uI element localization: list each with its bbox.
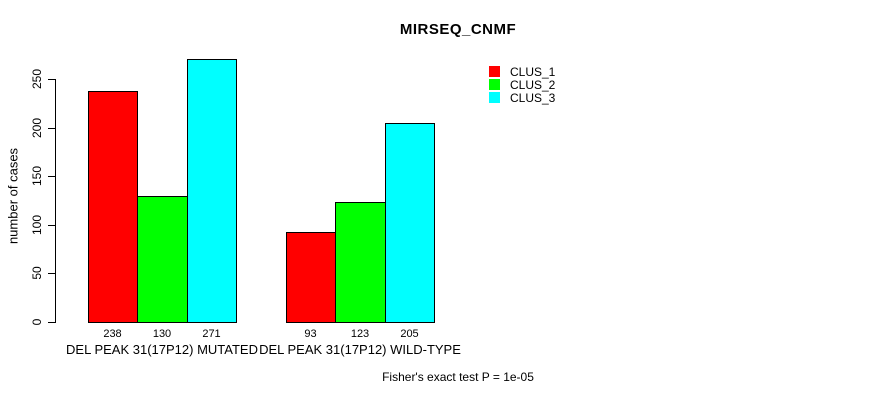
bar-clus_3-group2 — [385, 123, 435, 323]
category-label: DEL PEAK 31(17P12) MUTATED — [66, 342, 258, 357]
bar-clus_1-group1 — [88, 91, 138, 323]
y-tick-mark — [48, 176, 55, 177]
y-tick-label: 250 — [30, 68, 44, 90]
bar-value-label: 123 — [350, 328, 370, 340]
legend-swatch-icon — [489, 79, 500, 90]
legend-label: CLUS_2 — [510, 77, 556, 92]
chart-title: MIRSEQ_CNMF — [399, 21, 517, 38]
bar-value-label: 271 — [202, 328, 221, 340]
bar-clus_2-group2 — [335, 202, 386, 323]
legend-item-clus_1: CLUS_1 — [489, 64, 556, 79]
y-tick-mark — [48, 322, 55, 323]
legend-swatch-icon — [489, 92, 500, 103]
bar-value-label: 205 — [400, 328, 419, 340]
bar-value-label: 130 — [152, 328, 172, 340]
legend-item-clus_2: CLUS_2 — [489, 77, 556, 92]
y-axis-label: number of cases — [5, 147, 21, 245]
y-tick-mark — [48, 225, 55, 226]
y-tick-label: 50 — [30, 266, 44, 280]
y-tick-label: 0 — [30, 318, 44, 326]
bar-clus_1-group2 — [286, 232, 336, 323]
bar-clus_2-group1 — [137, 196, 188, 323]
y-tick-label: 100 — [30, 214, 44, 236]
y-axis-line — [55, 79, 56, 323]
legend-label: CLUS_3 — [510, 90, 556, 105]
legend-label: CLUS_1 — [510, 64, 556, 79]
bar-value-label: 238 — [103, 328, 122, 340]
bar-clus_3-group1 — [187, 59, 237, 323]
y-tick-mark — [48, 79, 55, 80]
y-tick-label: 200 — [30, 117, 44, 139]
category-label: DEL PEAK 31(17P12) WILD-TYPE — [259, 342, 461, 357]
y-tick-mark — [48, 273, 55, 274]
legend-item-clus_3: CLUS_3 — [489, 90, 556, 105]
bar-value-label: 93 — [304, 328, 317, 340]
annotation-text: Fisher's exact test P = 1e-05 — [382, 370, 534, 384]
y-tick-label: 150 — [30, 165, 44, 187]
y-tick-mark — [48, 128, 55, 129]
legend-swatch-icon — [489, 66, 500, 77]
